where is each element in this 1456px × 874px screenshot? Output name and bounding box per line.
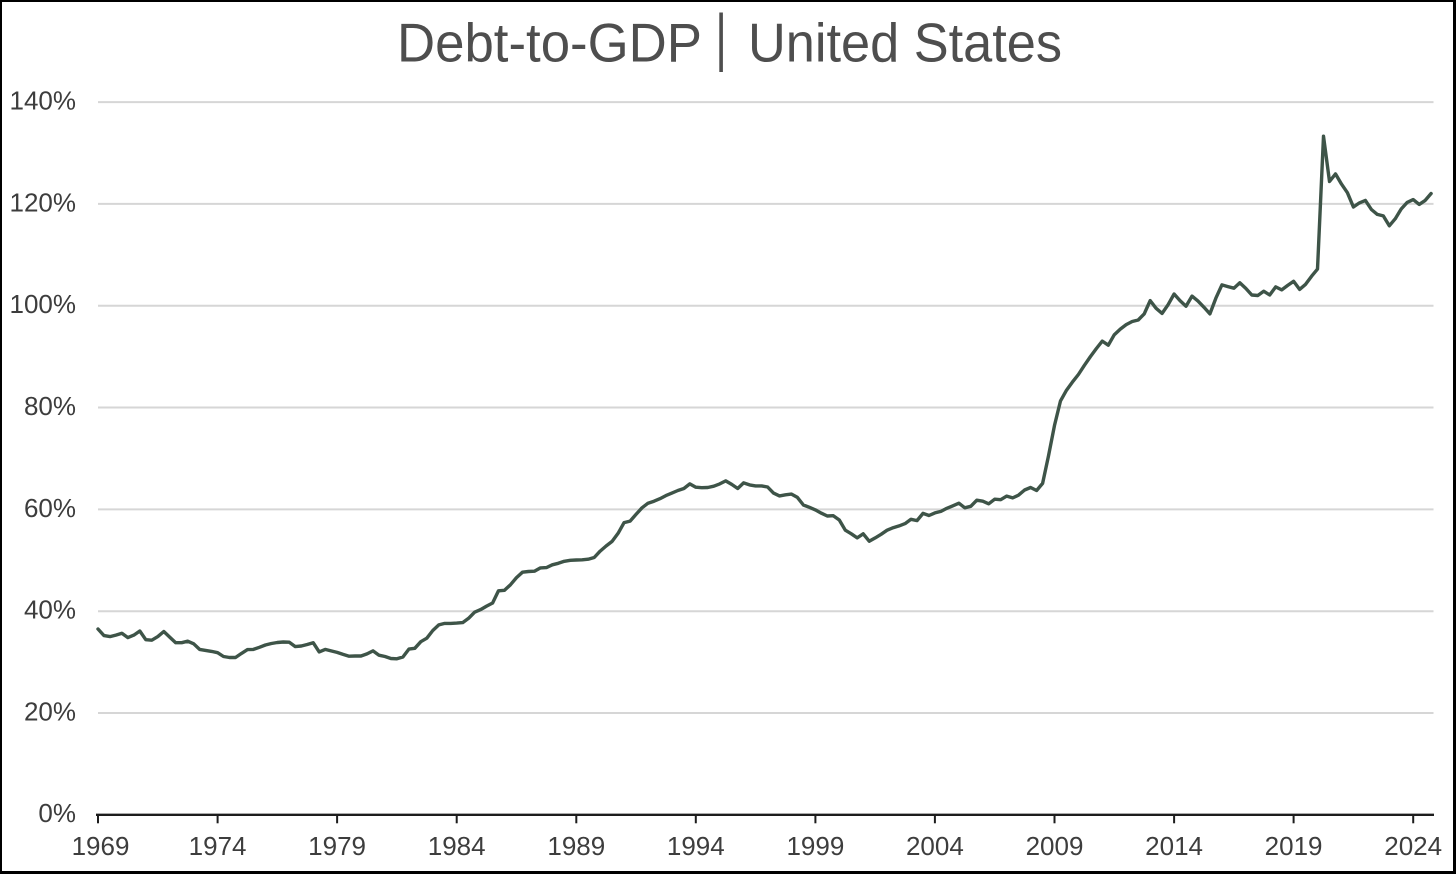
svg-text:1979: 1979: [308, 831, 366, 861]
svg-text:Debt-to-GDP: Debt-to-GDP: [397, 12, 702, 74]
svg-text:2014: 2014: [1145, 831, 1203, 861]
svg-text:2024: 2024: [1384, 831, 1442, 861]
svg-text:140%: 140%: [10, 86, 77, 116]
svg-text:2004: 2004: [906, 831, 964, 861]
svg-text:60%: 60%: [24, 493, 76, 523]
svg-text:1984: 1984: [428, 831, 486, 861]
svg-text:1974: 1974: [189, 831, 247, 861]
svg-text:100%: 100%: [10, 289, 77, 319]
svg-text:2009: 2009: [1026, 831, 1084, 861]
svg-text:1969: 1969: [72, 831, 130, 861]
svg-text:0%: 0%: [38, 798, 76, 828]
svg-text:1994: 1994: [667, 831, 725, 861]
svg-text:1999: 1999: [786, 831, 844, 861]
svg-text:United States: United States: [748, 12, 1062, 74]
svg-text:40%: 40%: [24, 595, 76, 625]
svg-text:20%: 20%: [24, 696, 76, 726]
svg-text:2019: 2019: [1265, 831, 1323, 861]
svg-text:120%: 120%: [10, 187, 77, 217]
svg-text:1989: 1989: [547, 831, 605, 861]
svg-text:80%: 80%: [24, 391, 76, 421]
